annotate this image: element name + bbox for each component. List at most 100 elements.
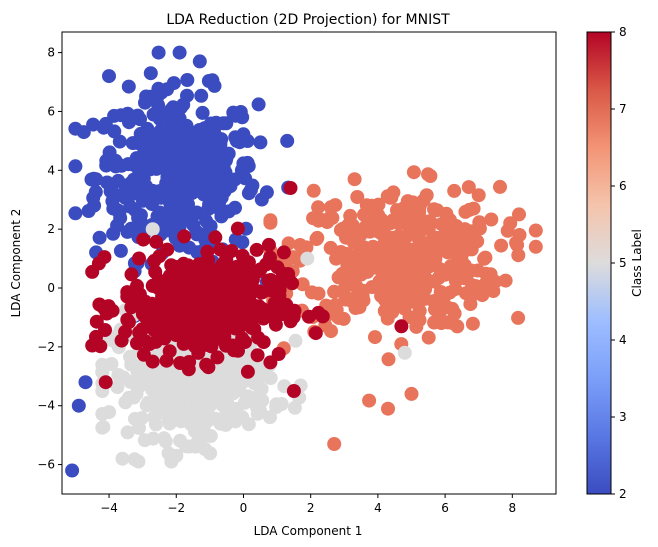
scatter-point <box>510 237 525 252</box>
y-tick-label: 8 <box>47 46 55 60</box>
scatter-point <box>461 180 476 195</box>
scatter-point <box>394 319 409 334</box>
scatter-point <box>311 200 326 215</box>
scatter-point <box>98 303 113 318</box>
scatter-point <box>138 95 152 110</box>
scatter-point <box>301 309 316 324</box>
scatter-point <box>162 176 177 191</box>
scatter-point <box>144 373 159 388</box>
scatter-point <box>256 335 271 350</box>
scatter-point <box>394 263 409 278</box>
scatter-point <box>226 105 241 120</box>
colorbar-tick-label: 2 <box>619 487 627 501</box>
scatter-point <box>269 400 284 414</box>
colorbar-label: Class Label <box>630 229 644 297</box>
scatter-point <box>176 379 191 394</box>
scatter-point <box>169 448 184 463</box>
scatter-point <box>207 78 222 93</box>
scatter-point <box>132 325 147 340</box>
scatter-point <box>162 416 177 431</box>
scatter-point <box>187 396 202 411</box>
scatter-point <box>235 248 250 263</box>
scatter-point <box>98 375 113 390</box>
y-tick-label: −2 <box>37 340 55 354</box>
scatter-point <box>165 215 180 229</box>
scatter-point <box>376 238 391 253</box>
scatter-point <box>150 322 165 337</box>
scatter-point <box>115 451 130 466</box>
scatter-point <box>171 308 186 323</box>
scatter-point <box>348 249 362 263</box>
scatter-point <box>164 102 179 117</box>
scatter-point <box>193 138 208 153</box>
scatter-point <box>173 411 188 425</box>
scatter-point <box>275 266 290 281</box>
scatter-point <box>488 274 503 289</box>
scatter-point <box>120 425 135 440</box>
scatter-point <box>381 352 396 367</box>
scatter-point <box>470 234 485 249</box>
scatter-point <box>249 242 264 257</box>
scatter-point <box>95 364 110 379</box>
scatter-point <box>462 202 477 217</box>
scatter-point <box>286 384 301 398</box>
scatter-point <box>395 204 410 219</box>
scatter-point <box>346 235 361 250</box>
scatter-point <box>210 320 225 335</box>
scatter-point <box>367 222 382 237</box>
scatter-point <box>96 420 111 435</box>
x-axis: −4 −2 0 2 4 6 8 <box>100 494 516 515</box>
scatter-point <box>240 364 255 379</box>
scatter-point <box>397 301 412 316</box>
scatter-point <box>181 209 196 224</box>
scatter-point <box>182 164 197 179</box>
scatter-point <box>203 332 218 347</box>
scatter-point <box>408 260 423 275</box>
scatter-point <box>151 81 166 96</box>
scatter-point <box>528 239 543 254</box>
scatter-point <box>406 165 421 180</box>
scatter-point <box>134 411 149 426</box>
scatter-point <box>219 405 234 420</box>
x-tick-label: 0 <box>240 501 248 515</box>
scatter-point <box>213 242 228 257</box>
scatter-point <box>190 245 205 260</box>
scatter-point <box>219 283 234 298</box>
y-axis-label: LDA Component 2 <box>9 209 23 318</box>
scatter-point <box>251 97 266 112</box>
scatter-point <box>383 216 398 231</box>
scatter-point <box>329 303 344 317</box>
scatter-point <box>121 315 136 330</box>
y-tick-label: −4 <box>37 399 55 413</box>
scatter-point <box>145 354 160 369</box>
scatter-point <box>171 188 186 203</box>
scatter-point <box>187 149 202 164</box>
scatter-point <box>263 355 278 370</box>
scatter-point <box>263 410 277 425</box>
scatter-point <box>228 232 243 247</box>
scatter-point <box>253 262 268 277</box>
scatter-point <box>272 283 287 298</box>
scatter-point <box>443 259 458 274</box>
scatter-point <box>155 187 170 201</box>
scatter-point <box>172 45 187 60</box>
colorbar-tick-label: 7 <box>619 102 627 116</box>
scatter-point <box>124 267 139 282</box>
scatter-point <box>181 362 196 377</box>
scatter-point <box>306 183 321 198</box>
scatter-point <box>105 194 120 209</box>
scatter-point <box>236 290 251 305</box>
scatter-point <box>194 88 209 103</box>
scatter-point <box>241 417 256 432</box>
scatter-point <box>208 411 223 426</box>
scatter-point <box>120 289 135 304</box>
scatter-point <box>241 159 256 174</box>
scatter-point <box>121 191 135 206</box>
x-tick-label: 2 <box>307 501 315 515</box>
scatter-point <box>180 73 195 87</box>
scatter-point <box>204 156 219 171</box>
scatter-point <box>71 398 86 413</box>
scatter-point <box>156 405 171 420</box>
scatter-point <box>92 230 107 245</box>
